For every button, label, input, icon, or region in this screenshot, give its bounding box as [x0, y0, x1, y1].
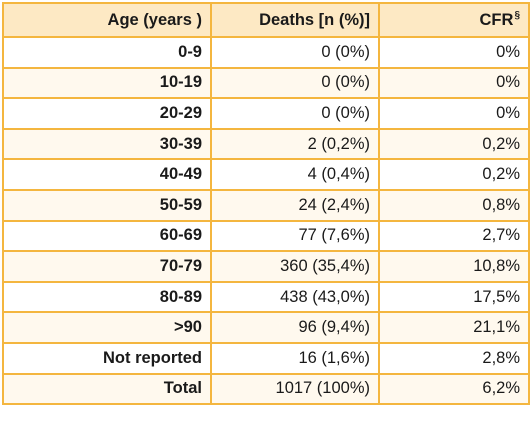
- table-row: Not reported 16 (1,6%) 2,8%: [2, 341, 530, 375]
- header-cfr-footnote-mark: §: [514, 10, 520, 21]
- table-row: 60-69 77 (7,6%) 2,7%: [2, 219, 530, 253]
- table-row: 40-49 4 (0,4%) 0,2%: [2, 158, 530, 191]
- table-row: 30-39 2 (0,2%) 0,2%: [2, 127, 530, 161]
- cell-age: Not reported: [2, 341, 212, 375]
- data-table-container: Age (years ) Deaths [n (%)] CFR§ 0-9 0 (0…: [2, 2, 530, 406]
- table-header-row: Age (years ) Deaths [n (%)] CFR§: [2, 2, 530, 38]
- table-body: 0-9 0 (0%) 0% 10-19 0 (0%) 0% 20-29 0 (0%) 0% 30-…: [2, 36, 530, 406]
- cell-deaths: 16 (1,6%): [210, 341, 380, 375]
- cell-age: 80-89: [2, 280, 212, 314]
- table-row: Total 1017 (100%) 6,2%: [2, 372, 530, 406]
- cell-deaths: 24 (2,4%): [210, 188, 380, 222]
- cell-deaths: 2 (0,2%): [210, 127, 380, 161]
- cell-deaths: 360 (35,4%): [210, 250, 380, 283]
- table-row: >90 96 (9,4%) 21,1%: [2, 311, 530, 344]
- cell-age: 40-49: [2, 158, 212, 191]
- header-cfr: CFR§: [378, 2, 530, 38]
- cell-cfr: 17,5%: [378, 280, 530, 314]
- cell-deaths: 0 (0%): [210, 97, 380, 130]
- deaths-by-age-table: Age (years ) Deaths [n (%)] CFR§ 0-9 0 (0…: [2, 2, 530, 406]
- cell-cfr: 0,8%: [378, 188, 530, 222]
- cell-cfr: 10,8%: [378, 250, 530, 283]
- table-row: 70-79 360 (35,4%) 10,8%: [2, 250, 530, 283]
- header-cfr-label: CFR: [479, 11, 514, 29]
- cell-age: 10-19: [2, 66, 212, 100]
- cell-cfr: 21,1%: [378, 311, 530, 344]
- cell-deaths: 96 (9,4%): [210, 311, 380, 344]
- cell-deaths: 0 (0%): [210, 36, 380, 69]
- table-row: 20-29 0 (0%) 0%: [2, 97, 530, 130]
- cell-cfr: 6,2%: [378, 372, 530, 406]
- header-deaths: Deaths [n (%)]: [210, 2, 380, 38]
- cell-age: 30-39: [2, 127, 212, 161]
- cell-age: 20-29: [2, 97, 212, 130]
- cell-age: 50-59: [2, 188, 212, 222]
- table-row: 0-9 0 (0%) 0%: [2, 36, 530, 69]
- cell-age: 70-79: [2, 250, 212, 283]
- table-row: 50-59 24 (2,4%) 0,8%: [2, 188, 530, 222]
- cell-cfr: 2,8%: [378, 341, 530, 375]
- cell-cfr: 0%: [378, 97, 530, 130]
- cell-age: 0-9: [2, 36, 212, 69]
- cell-age: >90: [2, 311, 212, 344]
- cell-deaths: 4 (0,4%): [210, 158, 380, 191]
- cell-cfr: 0%: [378, 36, 530, 69]
- cell-cfr: 0,2%: [378, 127, 530, 161]
- header-age: Age (years ): [2, 2, 212, 38]
- cell-deaths: 77 (7,6%): [210, 219, 380, 253]
- cell-cfr: 0%: [378, 66, 530, 100]
- cell-deaths: 438 (43,0%): [210, 280, 380, 314]
- cell-cfr: 2,7%: [378, 219, 530, 253]
- cell-age: Total: [2, 372, 212, 406]
- table-row: 10-19 0 (0%) 0%: [2, 66, 530, 100]
- cell-deaths: 1017 (100%): [210, 372, 380, 406]
- cell-deaths: 0 (0%): [210, 66, 380, 100]
- cell-age: 60-69: [2, 219, 212, 253]
- cell-cfr: 0,2%: [378, 158, 530, 191]
- table-row: 80-89 438 (43,0%) 17,5%: [2, 280, 530, 314]
